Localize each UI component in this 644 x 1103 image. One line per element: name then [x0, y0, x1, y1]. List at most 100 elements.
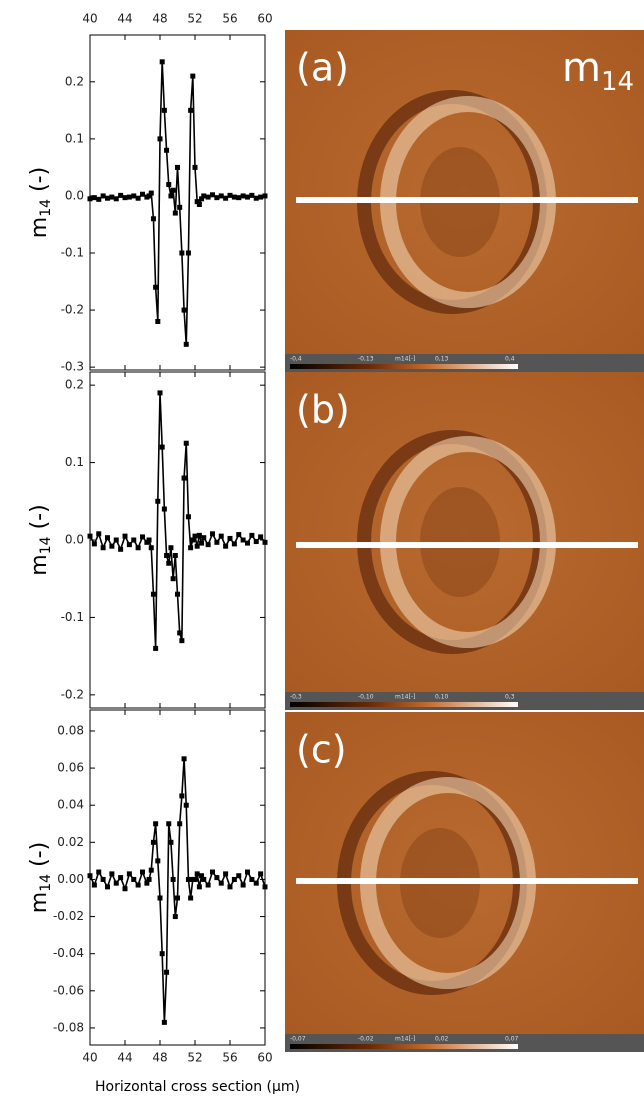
- x-tick-label-top: 44: [117, 12, 132, 26]
- data-point: [201, 876, 207, 882]
- colorbar-label: -0,10: [358, 694, 374, 701]
- data-point: [249, 876, 255, 882]
- data-point: [185, 514, 191, 520]
- data-point: [164, 969, 170, 975]
- y-tick-label: 0.2: [65, 378, 84, 392]
- data-point: [249, 532, 255, 538]
- data-point: [146, 876, 152, 882]
- data-point: [161, 107, 167, 113]
- data-point: [199, 196, 205, 202]
- data-point: [253, 539, 259, 545]
- data-point: [91, 541, 97, 547]
- panel-label: (a): [296, 46, 349, 90]
- data-point: [210, 192, 215, 198]
- y-label-sub: 14: [38, 874, 54, 892]
- colorbar: [290, 1044, 518, 1049]
- y-label-rest: (-): [27, 167, 52, 199]
- data-point: [168, 193, 174, 199]
- x-tick-label: 56: [222, 1051, 237, 1065]
- data-point: [140, 191, 145, 197]
- data-point: [258, 534, 264, 540]
- data-point: [155, 858, 161, 864]
- data-point: [159, 951, 165, 957]
- y-label-base: m: [27, 554, 52, 575]
- data-point: [96, 869, 102, 875]
- data-point: [190, 73, 196, 79]
- y-tick-label: -0.04: [53, 946, 84, 960]
- data-point: [150, 591, 156, 597]
- y-tick-label: 0.1: [65, 131, 84, 145]
- data-point: [177, 630, 183, 636]
- x-tick-label: 52: [187, 1051, 202, 1065]
- data-point: [87, 533, 93, 539]
- data-point: [210, 531, 215, 537]
- y-tick-label: -0.3: [61, 360, 84, 374]
- data-point: [214, 195, 220, 201]
- data-point: [227, 192, 233, 198]
- data-point: [113, 196, 119, 202]
- data-point: [262, 193, 268, 199]
- y-tick-label: 0.1: [65, 455, 84, 469]
- data-point: [205, 542, 211, 548]
- data-point: [105, 884, 110, 890]
- data-point: [164, 552, 170, 558]
- data-point: [168, 545, 174, 551]
- data-point: [87, 196, 93, 202]
- data-point: [109, 543, 115, 549]
- panel-label: (c): [296, 728, 347, 772]
- y-tick-label: -0.2: [61, 303, 84, 317]
- data-point: [245, 540, 250, 546]
- data-point: [161, 1019, 167, 1025]
- data-point: [205, 194, 211, 200]
- data-point: [153, 284, 159, 290]
- data-point: [118, 875, 124, 881]
- x-tick-label-top: 52: [187, 12, 202, 26]
- data-point: [210, 869, 215, 875]
- data-line: [89, 758, 266, 1023]
- data-point: [166, 560, 172, 566]
- data-point: [122, 195, 128, 201]
- x-tick-label: 44: [117, 1051, 132, 1065]
- colorbar-label: 0,02: [435, 1036, 449, 1043]
- data-point: [231, 194, 237, 200]
- data-point: [177, 204, 183, 210]
- data-point: [183, 802, 189, 808]
- data-point: [170, 576, 176, 582]
- data-point: [179, 638, 185, 644]
- y-tick-label: -0.02: [53, 909, 84, 923]
- y-label-sub: 14: [38, 199, 54, 217]
- data-point: [181, 307, 187, 313]
- x-tick-label-top: 60: [257, 12, 272, 26]
- data-point: [192, 876, 198, 882]
- data-line: [89, 392, 266, 649]
- data-point: [188, 545, 194, 551]
- data-point: [172, 210, 178, 216]
- data-point: [131, 193, 137, 199]
- data-point: [126, 194, 132, 200]
- data-point: [175, 164, 180, 170]
- data-point: [194, 543, 200, 549]
- data-point: [231, 541, 237, 547]
- y-label-rest: (-): [27, 504, 52, 536]
- colorbar-label: -0,02: [358, 1036, 374, 1043]
- colorbar-label: m14[-]: [395, 1036, 415, 1043]
- data-point: [218, 880, 224, 886]
- data-point: [196, 201, 202, 207]
- data-point: [168, 839, 174, 845]
- data-point: [196, 532, 202, 538]
- colorbar-label: -0,3: [290, 694, 302, 701]
- data-point: [181, 756, 187, 762]
- data-point: [96, 531, 102, 537]
- y-label-base: m: [27, 892, 52, 913]
- image-title: m14: [562, 45, 634, 97]
- data-point: [172, 552, 178, 558]
- data-point: [236, 873, 242, 879]
- y-tick-label: 0.2: [65, 74, 84, 88]
- data-line: [89, 61, 266, 345]
- data-point: [223, 195, 229, 201]
- colorbar-label: 0,4: [505, 356, 515, 363]
- y-tick-label: -0.1: [61, 610, 84, 624]
- data-point: [131, 537, 137, 543]
- y-tick-label: -0.08: [53, 1020, 84, 1034]
- data-point: [113, 880, 119, 886]
